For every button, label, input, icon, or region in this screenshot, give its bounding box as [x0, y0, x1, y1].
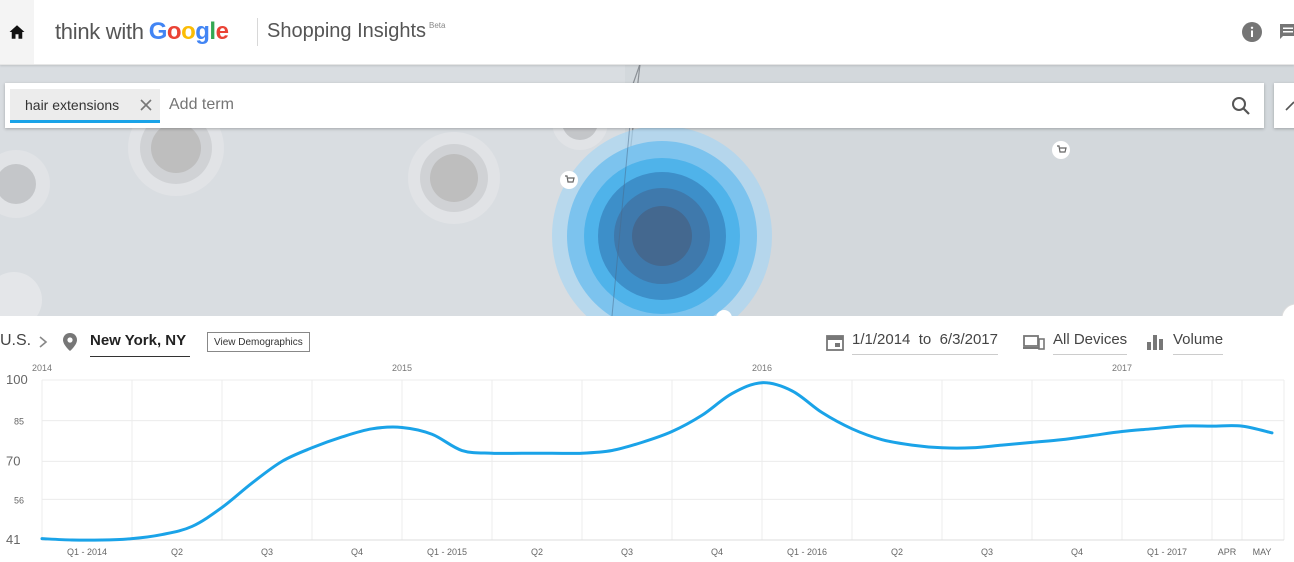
- x-tick-label: Q1 - 2015: [427, 547, 467, 557]
- x-tick-label: APR: [1218, 547, 1237, 557]
- location-field[interactable]: New York, NY: [90, 332, 190, 357]
- date-to: 6/3/2017: [939, 331, 998, 348]
- brand-logo[interactable]: think with Google: [55, 15, 229, 49]
- x-tick-label: Q4: [351, 547, 363, 557]
- close-icon[interactable]: [138, 97, 154, 113]
- y-tick-label: 56: [14, 495, 24, 505]
- map-marker-small: [0, 272, 42, 316]
- filter-bar: U.S. New York, NY View Demographics 1/1/…: [0, 316, 1294, 366]
- app-header: think with Google Shopping Insights Beta: [0, 0, 1294, 65]
- map-side-handle[interactable]: [1281, 303, 1294, 316]
- x-tick-label: Q3: [981, 547, 993, 557]
- x-tick-label: Q1 - 2014: [67, 547, 107, 557]
- x-tick-label: Q3: [261, 547, 273, 557]
- map-canvas: [0, 64, 1294, 316]
- x-tick-label: Q4: [1071, 547, 1083, 557]
- home-icon: [9, 25, 25, 39]
- trend-chart: 41 56 70 85 100 2014 2015 2016 2017 Q1 - 2014 Q2 Q3…: [0, 360, 1294, 562]
- date-from: 1/1/2014: [852, 331, 911, 348]
- year-label: 2016: [752, 363, 772, 373]
- devices-dropdown[interactable]: All Devices: [1053, 331, 1128, 355]
- y-tick-label: 85: [14, 417, 24, 427]
- info-icon[interactable]: [1242, 22, 1262, 42]
- year-label: 2014: [32, 363, 52, 373]
- search-bar: hair extensions: [5, 83, 1264, 128]
- x-tick-label: Q1 - 2017: [1147, 547, 1187, 557]
- x-tick-label: Q2: [891, 547, 903, 557]
- page-title: Shopping Insights: [267, 20, 427, 42]
- shopping-cart-icon[interactable]: [1052, 141, 1070, 159]
- x-tick-label: Q4: [711, 547, 723, 557]
- google-wordmark: Google: [148, 18, 229, 45]
- view-demographics-button[interactable]: View Demographics: [207, 332, 310, 352]
- trend-chart-svg: 41 56 70 85 100 2014 2015 2016 2017 Q1 - 2014 Q2 Q3…: [6, 363, 1285, 557]
- x-tick-label: Q1 - 2016: [787, 547, 827, 557]
- shopping-cart-icon[interactable]: [560, 171, 578, 189]
- series-line: [40, 381, 1274, 542]
- y-tick-label: 70: [6, 453, 20, 468]
- y-tick-label: 41: [6, 532, 20, 547]
- bar-chart-icon: [1147, 335, 1163, 350]
- devices-icon: [1023, 335, 1045, 350]
- map-view[interactable]: [0, 64, 1294, 316]
- search-icon[interactable]: [1231, 96, 1251, 116]
- date-to-label: to: [918, 331, 932, 348]
- expand-arrow-icon: [1285, 101, 1294, 111]
- date-range-picker[interactable]: 1/1/2014 to 6/3/2017: [852, 331, 998, 355]
- home-button[interactable]: [0, 0, 34, 64]
- x-tick-label: Q2: [171, 547, 183, 557]
- header-divider: [257, 18, 258, 46]
- metric-dropdown[interactable]: Volume: [1173, 331, 1224, 355]
- map-marker-new-york[interactable]: [552, 126, 772, 316]
- search-term-chip[interactable]: hair extensions: [10, 89, 160, 123]
- x-tick-label: MAY: [1253, 547, 1272, 557]
- add-term-input[interactable]: [169, 96, 769, 114]
- breadcrumb-country[interactable]: U.S.: [0, 332, 32, 349]
- brand-think-text: think with: [55, 19, 144, 44]
- feedback-icon[interactable]: [1278, 22, 1294, 42]
- map-handle[interactable]: [716, 310, 732, 316]
- year-label: 2017: [1112, 363, 1132, 373]
- x-tick-label: Q3: [621, 547, 633, 557]
- x-tick-label: Q2: [531, 547, 543, 557]
- chevron-right-icon: [39, 336, 48, 348]
- map-marker-small: [0, 150, 50, 218]
- year-label: 2015: [392, 363, 412, 373]
- map-marker-small: [408, 132, 500, 224]
- calendar-icon: [826, 335, 844, 351]
- location-pin-icon: [63, 333, 77, 351]
- y-tick-label: 100: [6, 372, 28, 387]
- expand-button[interactable]: [1274, 83, 1294, 128]
- search-term-label: hair extensions: [25, 96, 120, 113]
- beta-badge: Beta: [429, 21, 446, 30]
